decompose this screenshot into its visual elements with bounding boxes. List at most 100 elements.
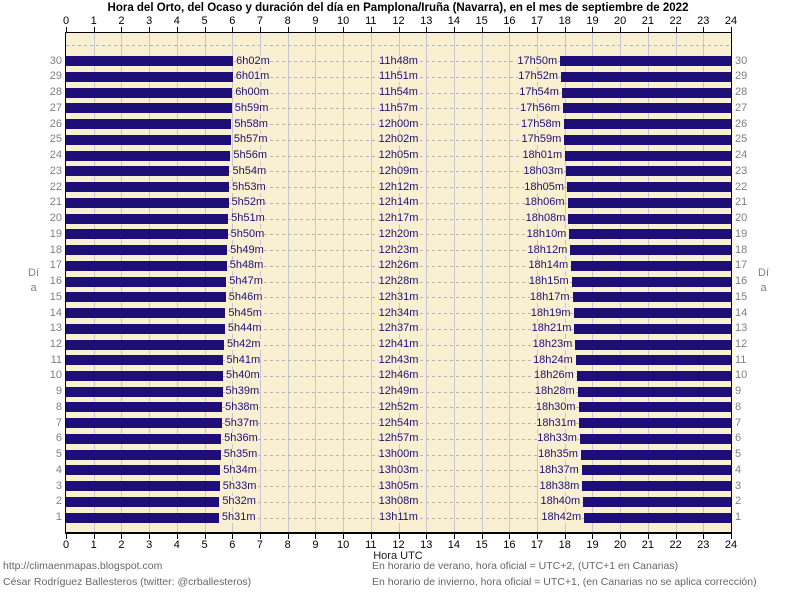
axis-tick-bottom (232, 534, 234, 539)
axis-tick-bottom (121, 534, 123, 539)
axis-tick-top (537, 27, 539, 32)
night-bar-evening (571, 276, 731, 287)
daylength-label: 11h51m (379, 70, 418, 83)
night-bar-evening (570, 245, 731, 256)
axis-tick-bottom (343, 534, 345, 539)
day-number-right: 15 (735, 290, 748, 303)
night-bar-evening (573, 308, 731, 318)
hour-tick-label-bottom: 18 (558, 539, 571, 551)
sunset-label: 18h17m (529, 290, 570, 303)
hour-tick-label-bottom: 22 (669, 539, 682, 551)
axis-tick-top (259, 27, 261, 32)
sunrise-label: 5h51m (231, 212, 265, 225)
hour-tick-label-top: 16 (503, 15, 516, 27)
night-bar-morning (66, 449, 221, 460)
hour-tick-label-bottom: 8 (284, 539, 291, 551)
axis-tick-bottom (93, 534, 95, 539)
day-number-left: 4 (55, 463, 62, 476)
hour-tick-label-top: 22 (669, 15, 682, 27)
hour-tick-label-bottom: 19 (586, 539, 599, 551)
night-bar-evening (575, 339, 731, 350)
sunset-label: 18h08m (525, 212, 566, 225)
daylength-label: 12h26m (378, 259, 419, 272)
night-bar-evening (563, 119, 731, 130)
axis-tick-bottom (647, 534, 649, 539)
sunrise-label: 5h40m (226, 369, 260, 382)
hour-tick-label-top: 21 (641, 15, 654, 27)
day-number-left: 12 (49, 338, 62, 350)
hour-tick-label-bottom: 21 (641, 539, 654, 551)
daylength-label: 12h09m (378, 164, 419, 177)
day-number-left: 29 (49, 70, 62, 83)
sunset-label: 18h31m (536, 416, 577, 429)
hour-tick-label-top: 24 (724, 15, 738, 27)
hour-tick-label-top: 5 (201, 15, 208, 27)
sunrise-label: 5h59m (234, 101, 269, 114)
hour-tick-label-bottom: 14 (447, 539, 461, 551)
hour-tick-label-bottom: 9 (312, 539, 319, 551)
hour-tick-label-bottom: 20 (614, 539, 627, 551)
day-number-left: 18 (49, 243, 62, 256)
day-number-right: 16 (735, 275, 748, 288)
night-bar-morning (66, 245, 228, 256)
day-number-right: 29 (735, 70, 748, 83)
hour-tick-label-bottom: 12 (392, 539, 405, 551)
hour-tick-label-top: 3 (146, 15, 153, 27)
sunset-label: 18h26m (533, 369, 574, 382)
hour-tick-label-top: 7 (256, 15, 264, 27)
day-number-left: 11 (50, 353, 62, 366)
footer-url: http://climaenmapas.blogspot.com (3, 560, 163, 572)
sunset-label: 18h28m (534, 385, 575, 398)
day-number-left: 26 (49, 117, 62, 130)
axis-tick-top (731, 27, 732, 32)
daylength-label: 12h54m (378, 416, 419, 429)
hour-tick-label-bottom: 2 (118, 539, 125, 551)
axis-tick-top (675, 27, 677, 32)
hour-tick-label-top: 14 (447, 15, 461, 27)
night-bar-morning (66, 355, 224, 366)
night-bar-evening (565, 150, 731, 161)
daylength-label: 12h12m (378, 180, 419, 193)
night-bar-morning (66, 260, 227, 271)
night-bar-morning (66, 119, 232, 130)
daylength-label: 12h43m (378, 353, 419, 366)
sunset-label: 18h38m (539, 479, 580, 492)
day-number-right: 3 (735, 479, 742, 492)
sunrise-label: 5h53m (232, 180, 266, 193)
day-number-left: 6 (55, 432, 62, 445)
footer-note-winter: En horario de invierno, hora oficial = U… (372, 576, 757, 588)
hour-tick-label-top: 6 (229, 15, 236, 27)
hour-tick-label-top: 2 (118, 15, 125, 27)
night-bar-evening (575, 355, 731, 366)
sunset-label: 18h33m (537, 432, 577, 445)
night-bar-evening (568, 213, 731, 224)
daylength-label: 12h00m (378, 117, 419, 130)
hour-tick-label-bottom: 11 (365, 539, 377, 551)
daylength-label: 12h34m (378, 306, 419, 319)
day-number-left: 19 (49, 227, 62, 240)
axis-tick-bottom (287, 534, 289, 539)
daylength-label: 12h23m (378, 243, 419, 256)
daylength-label: 11h54m (379, 86, 418, 99)
day-number-left: 13 (49, 322, 62, 335)
sunrise-label: 5h34m (223, 463, 257, 476)
axis-tick-bottom (592, 534, 594, 539)
x-axis-title: Hora UTC (373, 550, 423, 562)
axis-tick-top (398, 27, 400, 32)
axis-tick-bottom (453, 534, 455, 539)
sunset-label: 18h30m (535, 400, 576, 413)
hour-tick-label-bottom: 16 (503, 539, 516, 551)
day-number-right: 28 (735, 86, 748, 99)
daylength-label: 12h20m (378, 227, 419, 240)
axis-tick-bottom (259, 534, 261, 539)
night-bar-evening (572, 292, 731, 303)
axis-tick-bottom (675, 534, 677, 539)
sunrise-label: 5h37m (224, 416, 259, 429)
day-number-right: 25 (735, 133, 748, 146)
daylength-label: 12h41m (378, 338, 419, 350)
night-bar-evening (574, 323, 731, 334)
hour-tick-label-top: 0 (62, 15, 70, 27)
night-bar-morning (66, 87, 233, 98)
night-bar-evening (578, 402, 731, 413)
